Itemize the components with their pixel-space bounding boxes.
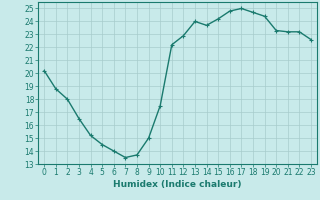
X-axis label: Humidex (Indice chaleur): Humidex (Indice chaleur) xyxy=(113,180,242,189)
